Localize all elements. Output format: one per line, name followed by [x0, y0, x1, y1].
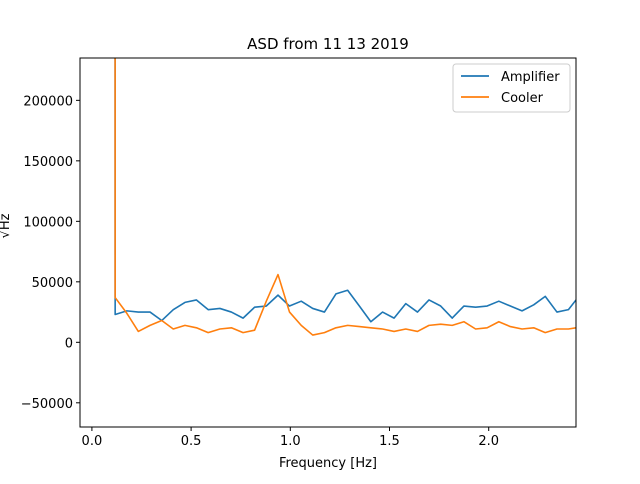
series-line-cooler	[114, 58, 576, 336]
y-tick-label: 50000	[32, 276, 73, 291]
x-tick-label: 0.5	[181, 434, 202, 449]
chart-title: ASD from 11 13 2019	[247, 35, 409, 53]
x-axis: 0.0 0.5 1.0 1.5 2.0	[82, 427, 499, 449]
legend: Amplifier Cooler	[452, 63, 571, 113]
x-tick-label: 1.0	[280, 434, 301, 449]
y-axis: −50000 0 50000 100000 150000 200000	[21, 94, 80, 412]
plot-lines	[114, 58, 576, 336]
y-tick-label: 150000	[23, 155, 73, 170]
y-tick-label: 100000	[23, 215, 73, 230]
legend-label-amplifier: Amplifier	[501, 70, 560, 85]
y-tick-label: 200000	[23, 94, 73, 109]
y-tick-label: −50000	[21, 397, 73, 412]
y-tick-label: 0	[65, 336, 73, 351]
plot-frame	[79, 57, 577, 428]
legend-label-cooler: Cooler	[501, 91, 544, 106]
series-line-amplifier	[114, 58, 576, 323]
x-tick-label: 2.0	[478, 434, 499, 449]
x-tick-label: 1.5	[379, 434, 400, 449]
y-axis-label: √Hz	[0, 213, 13, 238]
x-axis-label: Frequency [Hz]	[279, 456, 377, 471]
x-tick-label: 0.0	[82, 434, 103, 449]
